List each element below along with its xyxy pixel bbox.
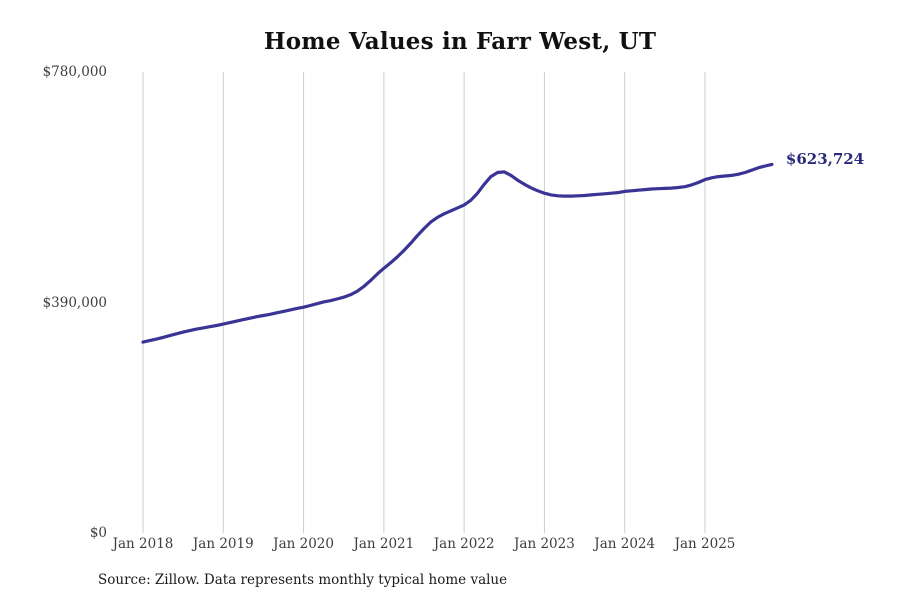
home-value-line xyxy=(141,162,774,344)
y-tick-label: $0 xyxy=(89,525,107,541)
x-tick-label: Jan 2019 xyxy=(192,536,254,552)
x-tick-label: Jan 2025 xyxy=(674,536,736,552)
source-note: Source: Zillow. Data represents monthly … xyxy=(98,572,508,588)
x-tick-label: Jan 2020 xyxy=(273,536,334,552)
x-tick-label: Jan 2023 xyxy=(514,536,575,552)
x-tick-label: Jan 2022 xyxy=(433,536,495,552)
y-tick-label: $390,000 xyxy=(42,294,107,311)
chart-title: Home Values in Farr West, UT xyxy=(263,28,657,55)
x-tick-label: Jan 2018 xyxy=(112,536,174,552)
y-tick-label: $780,000 xyxy=(42,64,107,80)
x-tick-label: Jan 2021 xyxy=(353,536,415,552)
x-tick-label: Jan 2024 xyxy=(594,536,656,552)
latest-value-label: $623,724 xyxy=(785,150,865,169)
